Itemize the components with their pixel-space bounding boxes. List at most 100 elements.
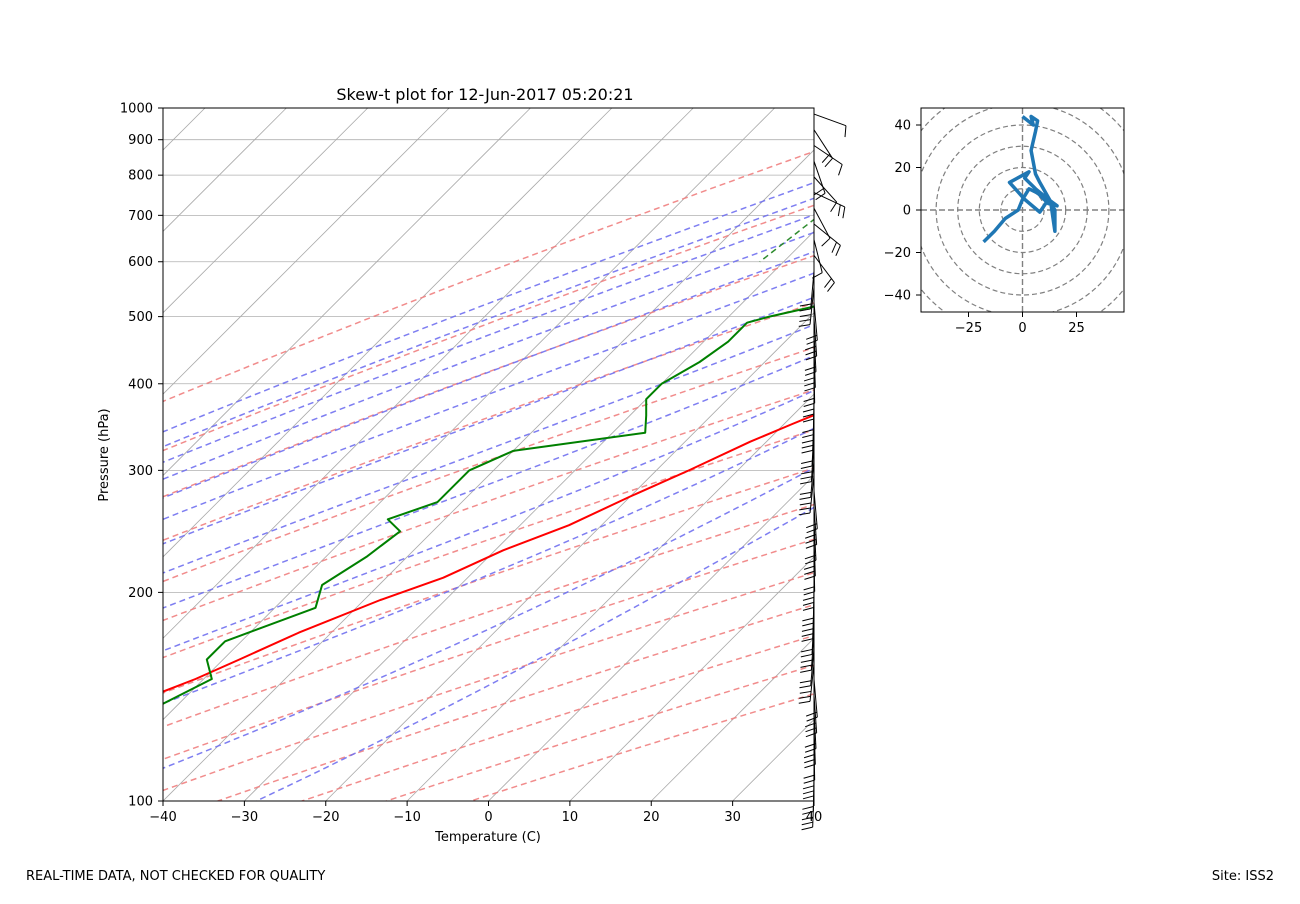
dry-adiabat xyxy=(163,503,814,728)
wind-barb xyxy=(798,475,815,516)
skewt-plot: −40 −30 −20 −10 0 10 20 30 40 100200300400500600… xyxy=(0,85,1300,845)
dry-adiabat xyxy=(163,254,814,498)
moist-adiabat xyxy=(163,427,814,705)
mixing-ratio-line xyxy=(906,108,1112,262)
dry-adiabat xyxy=(163,429,814,659)
isotherm-line xyxy=(0,108,42,801)
dry-adiabat xyxy=(163,204,814,452)
mixing-ratio-line xyxy=(1100,108,1300,262)
skewt-y-axis-label: Pressure (hPa) xyxy=(97,408,112,501)
dry-adiabat xyxy=(163,467,814,694)
moist-adiabat xyxy=(163,389,814,652)
hodo-x-tick-label: −25 xyxy=(955,321,982,336)
y-tick-label: 100 xyxy=(128,795,153,810)
mixing-ratio-line xyxy=(1204,108,1300,262)
x-tick-label: −30 xyxy=(231,810,258,825)
x-tick-label: −20 xyxy=(312,810,339,825)
isotherm-line xyxy=(325,312,814,801)
moist-adiabat xyxy=(163,231,814,481)
mixing-ratio-line xyxy=(1134,108,1300,262)
isotherm-line xyxy=(244,230,814,801)
x-tick-label: 10 xyxy=(562,810,579,825)
wind-barb xyxy=(813,113,847,138)
dry-adiabat xyxy=(384,664,814,801)
dry-adiabat xyxy=(163,302,814,542)
mixing-ratio-line xyxy=(1162,108,1300,262)
isotherm-line xyxy=(650,637,814,801)
skewt-title: Skew-t plot for 12-Jun-2017 05:20:21 xyxy=(336,85,633,104)
isotherm-line xyxy=(813,800,814,801)
wind-barb xyxy=(799,459,815,500)
isotherm-line xyxy=(163,108,369,314)
wind-barb xyxy=(813,223,841,257)
y-tick-label: 600 xyxy=(128,255,153,270)
moist-adiabat xyxy=(163,272,814,521)
x-tick-label: 20 xyxy=(643,810,660,825)
skewt-frame xyxy=(162,107,815,802)
wind-barb xyxy=(813,129,833,168)
x-tick-label: −40 xyxy=(149,810,176,825)
hodo-y-tick-label: −20 xyxy=(884,246,911,261)
wind-barb xyxy=(799,271,815,312)
moist-adiabat xyxy=(163,213,814,464)
y-tick-label: 900 xyxy=(128,133,153,148)
wind-barb xyxy=(813,161,826,201)
dry-adiabat xyxy=(163,346,814,583)
hodo-y-tick-label: −40 xyxy=(884,289,911,304)
dry-adiabat xyxy=(468,693,814,801)
wind-barb xyxy=(798,663,815,704)
x-tick-label: 40 xyxy=(806,810,823,825)
isotherm-line xyxy=(163,108,613,558)
hodo-y-tick-label: 20 xyxy=(894,161,911,176)
isotherm-line xyxy=(163,149,814,801)
y-tick-label: 500 xyxy=(128,310,153,325)
isotherm-line xyxy=(163,108,450,395)
site-label: Site: ISS2 xyxy=(1211,869,1274,884)
mixing-ratio-line xyxy=(1053,108,1267,262)
dry-adiabat xyxy=(163,389,814,622)
skewt-x-axis-label: Temperature (C) xyxy=(434,830,541,845)
isotherm-line xyxy=(163,108,287,232)
moist-adiabat xyxy=(256,506,814,801)
y-tick-label: 300 xyxy=(128,464,153,479)
y-tick-label: 1000 xyxy=(120,102,153,117)
quality-notice: REAL-TIME DATA, NOT CHECKED FOR QUALITY xyxy=(26,869,326,884)
wind-barb xyxy=(813,255,835,292)
moist-adiabat xyxy=(163,354,814,609)
y-tick-label: 800 xyxy=(128,169,153,184)
x-tick-label: −10 xyxy=(393,810,420,825)
wind-barb xyxy=(813,208,831,247)
x-tick-label: 0 xyxy=(484,810,492,825)
moist-adiabat xyxy=(163,467,814,770)
y-tick-label: 200 xyxy=(128,586,153,601)
x-tick-label: 30 xyxy=(724,810,741,825)
wind-barb xyxy=(799,647,815,689)
isotherm-line xyxy=(406,393,814,801)
moist-adiabat xyxy=(163,296,814,545)
moist-adiabat xyxy=(163,323,814,574)
moist-adiabat xyxy=(163,181,814,433)
hodo-y-tick-label: 40 xyxy=(894,119,911,134)
isotherm-line xyxy=(163,108,775,721)
temperature-profile xyxy=(163,414,814,693)
hodo-x-tick-label: 25 xyxy=(1068,321,1085,336)
isotherm-line xyxy=(163,108,531,477)
wind-barb xyxy=(813,145,843,176)
dewpoint-profile xyxy=(163,305,814,705)
isotherm-line xyxy=(569,556,814,801)
hodograph-trace xyxy=(982,114,1059,244)
wind-barb xyxy=(813,176,838,213)
wind-barb xyxy=(813,192,846,219)
isotherm-line xyxy=(163,108,694,639)
y-tick-label: 700 xyxy=(128,209,153,224)
hodograph-ring xyxy=(935,124,1110,296)
mixing-ratio-line xyxy=(759,218,814,263)
hodograph-plot: −25 0 25 40 20 0 −20 −40 xyxy=(884,107,1125,336)
dry-adiabat xyxy=(299,634,814,801)
dry-adiabat xyxy=(163,150,814,403)
hodo-y-tick-label: 0 xyxy=(903,204,911,219)
y-tick-label: 400 xyxy=(128,377,153,392)
moist-adiabat xyxy=(163,197,814,448)
